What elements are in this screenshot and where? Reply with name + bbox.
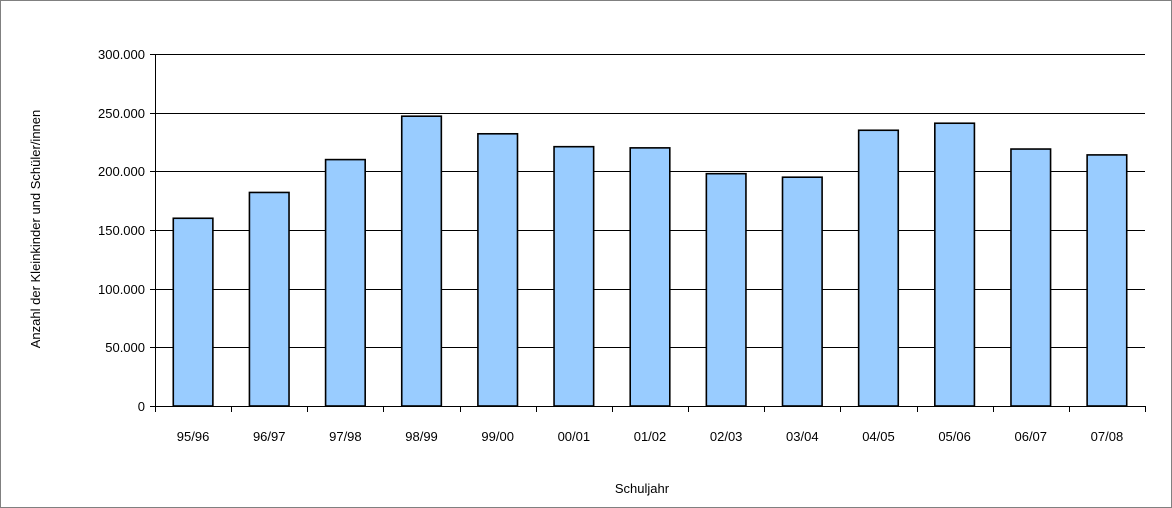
bar-98-99 (400, 115, 443, 407)
x-tick-label: 02/03 (710, 429, 743, 444)
y-tick-labels: 0 50.000 100.000 150.000 200.000 250.000 300.0… (98, 47, 145, 414)
y-tick-label: 200.000 (98, 164, 145, 179)
axes (150, 54, 1146, 412)
x-tick-label: 95/96 (177, 429, 210, 444)
gridlines (155, 54, 1145, 348)
x-tick-label: 96/97 (253, 429, 286, 444)
y-tick-label: 250.000 (98, 106, 145, 121)
y-tick-label: 150.000 (98, 223, 145, 238)
bar-01-02 (629, 147, 671, 407)
x-axis-title: Schuljahr (615, 481, 670, 496)
bar-05-06 (934, 122, 976, 407)
bar-03-04 (781, 176, 823, 407)
x-tick-labels: 95/96 96/97 97/98 98/99 99/00 00/01 01/02 02/03… (177, 429, 1123, 444)
bars (172, 115, 1128, 407)
x-tick-label: 00/01 (558, 429, 591, 444)
x-tick-label: 04/05 (862, 429, 895, 444)
y-tick-label: 0 (138, 399, 145, 414)
x-tick-label: 07/08 (1091, 429, 1124, 444)
bar-02-03 (705, 172, 747, 407)
bar-07-08 (1086, 154, 1128, 407)
y-tick-label: 100.000 (98, 282, 145, 297)
x-tick-label: 03/04 (786, 429, 819, 444)
bar-04-05 (857, 129, 900, 407)
y-tick-label: 300.000 (98, 47, 145, 62)
x-tick-label: 97/98 (329, 429, 362, 444)
bar-00-01 (553, 145, 595, 407)
bar-97-98 (324, 158, 366, 407)
bar-95-96 (172, 217, 214, 407)
bar-99-00 (477, 132, 519, 407)
x-tick-label: 98/99 (405, 429, 438, 444)
x-tick-label: 05/06 (938, 429, 971, 444)
x-tick-label: 06/07 (1014, 429, 1047, 444)
bar-06-07 (1010, 148, 1052, 407)
bar-96-97 (248, 191, 290, 407)
x-tick-label: 01/02 (634, 429, 667, 444)
y-axis-title: Anzahl der Kleinkinder und Schüler/innen (28, 110, 43, 349)
y-tick-label: 50.000 (105, 340, 145, 355)
x-tick-label: 99/00 (481, 429, 514, 444)
